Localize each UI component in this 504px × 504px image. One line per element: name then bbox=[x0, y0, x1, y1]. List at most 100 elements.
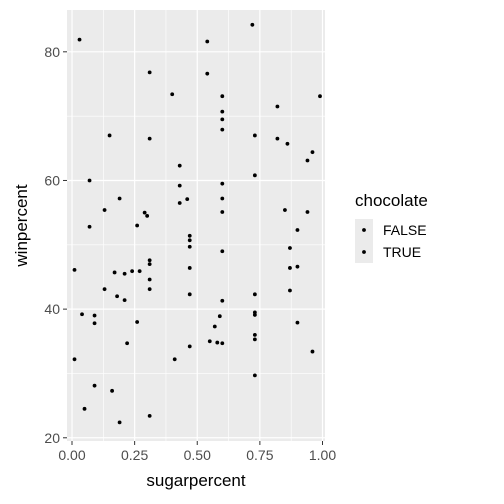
data-point bbox=[205, 39, 210, 44]
data-point bbox=[305, 158, 310, 163]
data-point bbox=[295, 228, 300, 232]
data-point bbox=[135, 320, 140, 324]
data-point bbox=[295, 264, 300, 269]
data-point bbox=[275, 136, 280, 141]
data-point bbox=[252, 292, 257, 297]
data-point bbox=[310, 150, 315, 155]
data-point bbox=[215, 340, 220, 345]
y-axis-title: winpercent bbox=[12, 184, 31, 267]
data-point bbox=[117, 420, 122, 425]
data-point bbox=[92, 321, 97, 326]
data-point bbox=[142, 210, 147, 215]
data-point bbox=[135, 223, 140, 228]
data-point bbox=[220, 196, 225, 201]
legend-label: FALSE bbox=[383, 222, 427, 238]
data-point bbox=[220, 210, 225, 214]
data-point bbox=[147, 414, 152, 418]
data-point bbox=[217, 314, 222, 319]
data-point bbox=[220, 298, 225, 303]
data-point bbox=[220, 341, 225, 346]
data-point bbox=[147, 258, 152, 263]
data-point bbox=[318, 94, 322, 99]
data-point bbox=[147, 287, 152, 292]
data-point bbox=[305, 210, 310, 214]
x-tick-label: 0.25 bbox=[121, 447, 148, 463]
data-point bbox=[220, 117, 225, 122]
plot-panel bbox=[67, 10, 325, 441]
data-point bbox=[87, 178, 92, 183]
x-tick-label: 0.50 bbox=[184, 447, 211, 463]
data-point bbox=[130, 269, 135, 274]
x-axis-ticks: 0.00 0.25 0.50 0.75 1.00 bbox=[58, 441, 336, 463]
x-tick-label: 0.00 bbox=[58, 447, 85, 463]
data-point bbox=[252, 332, 257, 337]
y-tick-label: 40 bbox=[44, 301, 60, 317]
data-point bbox=[117, 196, 122, 201]
data-point bbox=[102, 208, 107, 212]
data-point bbox=[137, 269, 142, 274]
data-point bbox=[72, 267, 77, 272]
data-point bbox=[92, 313, 97, 318]
data-point bbox=[220, 127, 225, 132]
data-point bbox=[82, 406, 87, 411]
data-point bbox=[147, 262, 152, 266]
data-point bbox=[125, 341, 130, 346]
x-axis-title: sugarpercent bbox=[146, 471, 246, 490]
data-point bbox=[122, 298, 127, 303]
data-point bbox=[107, 133, 112, 138]
data-point bbox=[177, 163, 182, 168]
x-tick-label: 1.00 bbox=[309, 447, 336, 463]
legend: chocolate FALSE TRUE bbox=[355, 191, 428, 263]
data-point bbox=[288, 288, 292, 293]
data-point bbox=[187, 233, 192, 238]
data-point bbox=[87, 224, 92, 229]
data-point bbox=[187, 266, 192, 270]
data-point bbox=[310, 349, 315, 354]
data-point bbox=[187, 244, 192, 249]
data-point bbox=[147, 136, 152, 141]
data-point bbox=[252, 337, 257, 342]
data-point bbox=[147, 70, 152, 75]
data-point bbox=[80, 312, 84, 317]
data-point bbox=[172, 357, 177, 362]
data-point bbox=[220, 181, 225, 186]
legend-key-point bbox=[362, 250, 366, 254]
data-point bbox=[207, 339, 212, 344]
data-point bbox=[252, 133, 257, 138]
data-point bbox=[252, 173, 257, 178]
data-point bbox=[220, 94, 225, 99]
data-point bbox=[170, 92, 175, 97]
data-point bbox=[288, 266, 292, 270]
data-point bbox=[285, 141, 290, 146]
data-point bbox=[72, 357, 77, 362]
data-point bbox=[252, 313, 257, 317]
data-point bbox=[115, 294, 119, 299]
data-point bbox=[187, 344, 192, 349]
data-point bbox=[212, 324, 217, 329]
data-point bbox=[102, 287, 107, 292]
legend-label: TRUE bbox=[383, 244, 421, 260]
grid-minor-lines bbox=[67, 10, 325, 441]
legend-title: chocolate bbox=[355, 191, 428, 210]
y-axis-ticks: 20 40 60 80 bbox=[44, 44, 67, 446]
data-point bbox=[110, 388, 114, 393]
data-point bbox=[122, 271, 127, 276]
data-point bbox=[112, 270, 117, 275]
data-point bbox=[187, 238, 192, 243]
data-point bbox=[187, 292, 192, 297]
y-tick-label: 60 bbox=[44, 172, 60, 188]
data-point bbox=[77, 37, 82, 42]
data-point bbox=[220, 109, 225, 114]
data-point bbox=[145, 213, 150, 218]
data-point bbox=[295, 320, 300, 325]
legend-key-point bbox=[362, 228, 366, 232]
data-point bbox=[250, 22, 255, 27]
data-points bbox=[72, 22, 322, 425]
data-point bbox=[220, 249, 225, 254]
legend-entries: FALSE TRUE bbox=[355, 219, 427, 263]
grid-major-lines bbox=[67, 10, 325, 441]
data-point bbox=[252, 373, 257, 378]
data-point bbox=[283, 208, 287, 212]
data-point bbox=[275, 104, 280, 109]
